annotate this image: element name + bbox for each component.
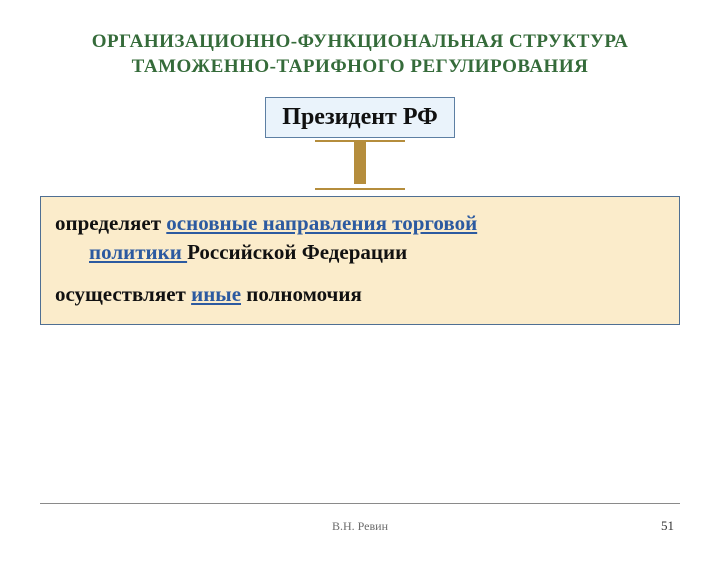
f2-link: иные (191, 282, 241, 306)
f1-link-part2: политики (89, 240, 187, 264)
title-line-1: ОРГАНИЗАЦИОННО-ФУНКЦИОНАЛЬНАЯ СТРУКТУРА (92, 31, 629, 52)
f2-prefix: осуществляет (55, 282, 191, 306)
functions-box: определяет основные направления торговой… (40, 196, 680, 325)
title-line-2: ТАМОЖЕННО-ТАРИФНОГО РЕГУЛИРОВАНИЯ (132, 56, 589, 77)
president-node: Президент РФ (265, 97, 454, 138)
f1-link-part1: основные направления торговой (166, 211, 477, 235)
connector (315, 140, 405, 190)
function-line-2: осуществляет иные полномочия (55, 280, 665, 308)
f2-suffix: полномочия (241, 282, 362, 306)
connector-stem (354, 142, 366, 184)
president-label: Президент РФ (282, 104, 437, 130)
connector-bottom-bar (315, 188, 405, 190)
function-line-1: определяет основные направления торговой… (55, 209, 665, 266)
slide-title: ОРГАНИЗАЦИОННО-ФУНКЦИОНАЛЬНАЯ СТРУКТУРА … (0, 30, 720, 79)
footer-author: В.Н. Ревин (0, 519, 720, 534)
f1-prefix: определяет (55, 211, 166, 235)
footer-rule (40, 503, 680, 504)
f1-suffix: Российской Федерации (187, 240, 407, 264)
page-number: 51 (661, 518, 674, 534)
